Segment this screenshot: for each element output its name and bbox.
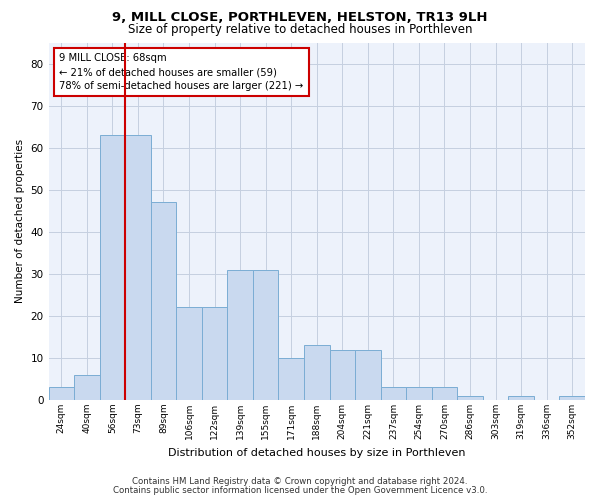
Bar — [559, 396, 585, 400]
Bar — [355, 350, 380, 400]
Bar — [227, 270, 253, 400]
Text: 9, MILL CLOSE, PORTHLEVEN, HELSTON, TR13 9LH: 9, MILL CLOSE, PORTHLEVEN, HELSTON, TR13… — [112, 11, 488, 24]
Text: Contains HM Land Registry data © Crown copyright and database right 2024.: Contains HM Land Registry data © Crown c… — [132, 477, 468, 486]
Bar — [176, 308, 202, 400]
Bar — [508, 396, 534, 400]
Bar — [151, 202, 176, 400]
Bar — [329, 350, 355, 400]
Bar — [100, 135, 125, 400]
Text: Size of property relative to detached houses in Porthleven: Size of property relative to detached ho… — [128, 22, 472, 36]
Text: Contains public sector information licensed under the Open Government Licence v3: Contains public sector information licen… — [113, 486, 487, 495]
Bar — [74, 375, 100, 400]
Bar — [304, 346, 329, 400]
Y-axis label: Number of detached properties: Number of detached properties — [15, 139, 25, 304]
Bar — [432, 388, 457, 400]
Bar — [202, 308, 227, 400]
Bar — [406, 388, 432, 400]
Bar — [380, 388, 406, 400]
X-axis label: Distribution of detached houses by size in Porthleven: Distribution of detached houses by size … — [168, 448, 466, 458]
Bar — [457, 396, 483, 400]
Bar — [49, 388, 74, 400]
Bar — [278, 358, 304, 400]
Bar — [125, 135, 151, 400]
Text: 9 MILL CLOSE: 68sqm
← 21% of detached houses are smaller (59)
78% of semi-detach: 9 MILL CLOSE: 68sqm ← 21% of detached ho… — [59, 53, 304, 91]
Bar — [253, 270, 278, 400]
